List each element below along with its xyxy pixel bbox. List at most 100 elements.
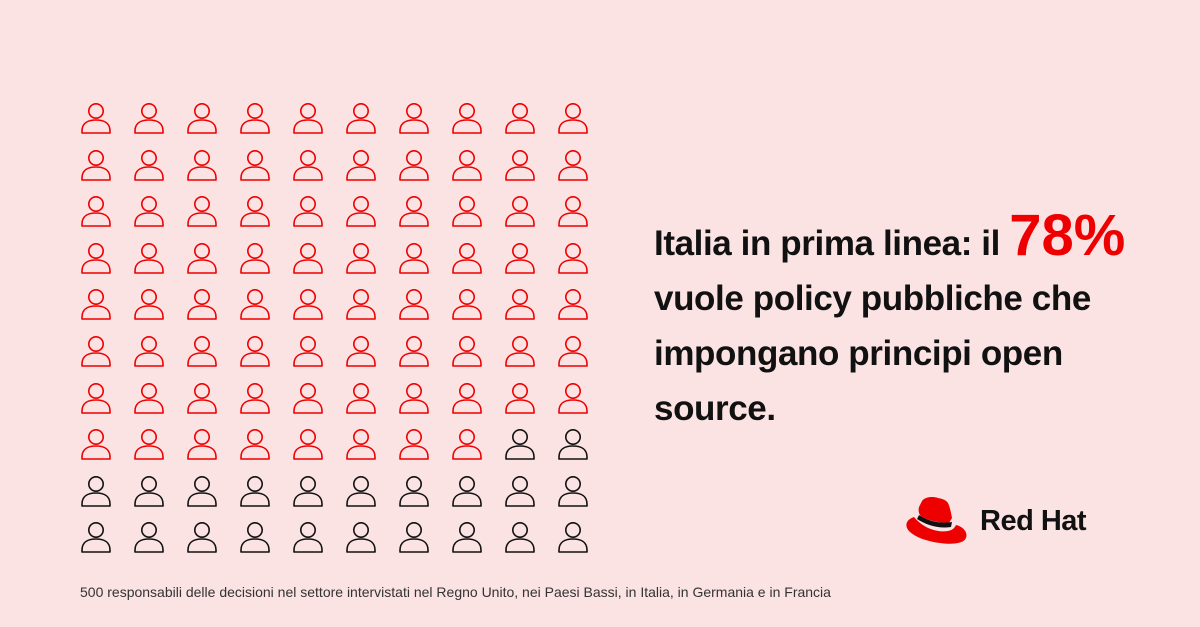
person-icon	[451, 287, 483, 321]
red-hat-logo-text: Red Hat	[980, 505, 1087, 537]
person-icon	[133, 334, 165, 368]
person-icon	[133, 381, 165, 415]
person-icon	[80, 474, 112, 508]
person-icon	[451, 334, 483, 368]
person-icon	[398, 427, 430, 461]
person-icon	[292, 148, 324, 182]
person-icon	[239, 101, 271, 135]
person-icon	[398, 148, 430, 182]
person-icon	[292, 101, 324, 135]
person-icon	[451, 520, 483, 554]
person-icon	[398, 334, 430, 368]
person-icon	[345, 194, 377, 228]
person-icon	[504, 241, 536, 275]
person-icon	[345, 241, 377, 275]
person-icon	[504, 334, 536, 368]
person-icon	[345, 287, 377, 321]
person-icon	[239, 427, 271, 461]
person-icon	[186, 194, 218, 228]
person-icon	[80, 194, 112, 228]
person-icon	[133, 520, 165, 554]
person-icon	[345, 101, 377, 135]
person-icon	[345, 148, 377, 182]
person-icon	[557, 334, 589, 368]
person-icon	[292, 381, 324, 415]
person-icon	[398, 520, 430, 554]
headline-text-before: Italia in prima linea: il	[654, 224, 1010, 263]
person-icon	[451, 148, 483, 182]
headline: Italia in prima linea: il 78% vuole poli…	[654, 207, 1174, 436]
person-icon	[557, 101, 589, 135]
person-icon	[292, 287, 324, 321]
person-icon	[80, 148, 112, 182]
person-icon	[186, 101, 218, 135]
headline-percentage: 78%	[1009, 203, 1126, 268]
person-icon	[292, 427, 324, 461]
person-icon	[504, 381, 536, 415]
person-icon	[292, 474, 324, 508]
person-icon	[504, 520, 536, 554]
person-icon	[557, 427, 589, 461]
person-icon	[186, 520, 218, 554]
person-icon	[80, 287, 112, 321]
person-icon	[186, 474, 218, 508]
person-icon	[186, 381, 218, 415]
person-icon	[186, 241, 218, 275]
red-hat-logo: Red Hat	[902, 493, 1122, 553]
person-icon	[451, 474, 483, 508]
person-icon	[451, 241, 483, 275]
person-icon	[133, 474, 165, 508]
person-icon	[133, 427, 165, 461]
person-icon	[451, 381, 483, 415]
person-icon	[80, 427, 112, 461]
person-icon	[345, 427, 377, 461]
person-icon	[504, 427, 536, 461]
person-icon	[345, 520, 377, 554]
person-icon	[398, 287, 430, 321]
headline-text-after: vuole policy pubbliche che impongano pri…	[654, 279, 1091, 428]
person-icon	[80, 101, 112, 135]
person-icon	[557, 381, 589, 415]
person-icon	[398, 381, 430, 415]
person-icon-grid	[80, 101, 590, 554]
person-icon	[186, 334, 218, 368]
person-icon	[504, 474, 536, 508]
person-icon	[239, 381, 271, 415]
person-icon	[292, 241, 324, 275]
person-icon	[292, 520, 324, 554]
person-icon	[292, 334, 324, 368]
person-icon	[398, 101, 430, 135]
person-icon	[345, 334, 377, 368]
person-icon	[239, 334, 271, 368]
person-icon	[451, 194, 483, 228]
person-icon	[557, 241, 589, 275]
person-icon	[557, 148, 589, 182]
person-icon	[239, 241, 271, 275]
person-icon	[133, 241, 165, 275]
person-icon	[345, 474, 377, 508]
person-icon	[239, 194, 271, 228]
person-icon	[451, 101, 483, 135]
person-icon	[80, 334, 112, 368]
person-icon	[292, 194, 324, 228]
person-icon	[557, 194, 589, 228]
person-icon	[133, 194, 165, 228]
person-icon	[398, 474, 430, 508]
person-icon	[504, 148, 536, 182]
person-icon	[186, 148, 218, 182]
person-icon	[345, 381, 377, 415]
person-icon	[133, 101, 165, 135]
person-icon	[398, 194, 430, 228]
person-icon	[504, 194, 536, 228]
person-icon	[133, 148, 165, 182]
person-icon	[239, 520, 271, 554]
person-icon	[239, 287, 271, 321]
person-icon	[186, 287, 218, 321]
person-icon	[239, 474, 271, 508]
person-icon	[504, 101, 536, 135]
person-icon	[504, 287, 536, 321]
person-icon	[557, 287, 589, 321]
person-icon	[186, 427, 218, 461]
person-icon	[133, 287, 165, 321]
person-icon	[398, 241, 430, 275]
